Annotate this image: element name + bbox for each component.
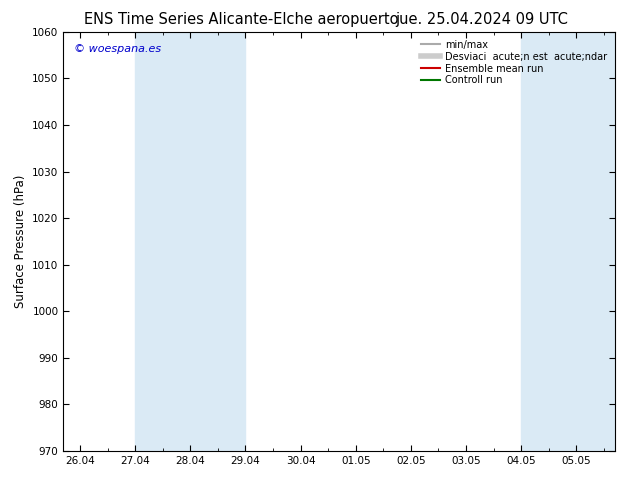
Legend: min/max, Desviaci  acute;n est  acute;ndar, Ensemble mean run, Controll run: min/max, Desviaci acute;n est acute;ndar… [418, 37, 610, 88]
Bar [521, 32, 615, 451]
Text: jue. 25.04.2024 09 UTC: jue. 25.04.2024 09 UTC [396, 12, 568, 27]
Y-axis label: Surface Pressure (hPa): Surface Pressure (hPa) [14, 174, 27, 308]
Text: ENS Time Series Alicante-Elche aeropuerto: ENS Time Series Alicante-Elche aeropuert… [84, 12, 398, 27]
Bar [135, 32, 245, 451]
Text: © woespana.es: © woespana.es [74, 45, 162, 54]
